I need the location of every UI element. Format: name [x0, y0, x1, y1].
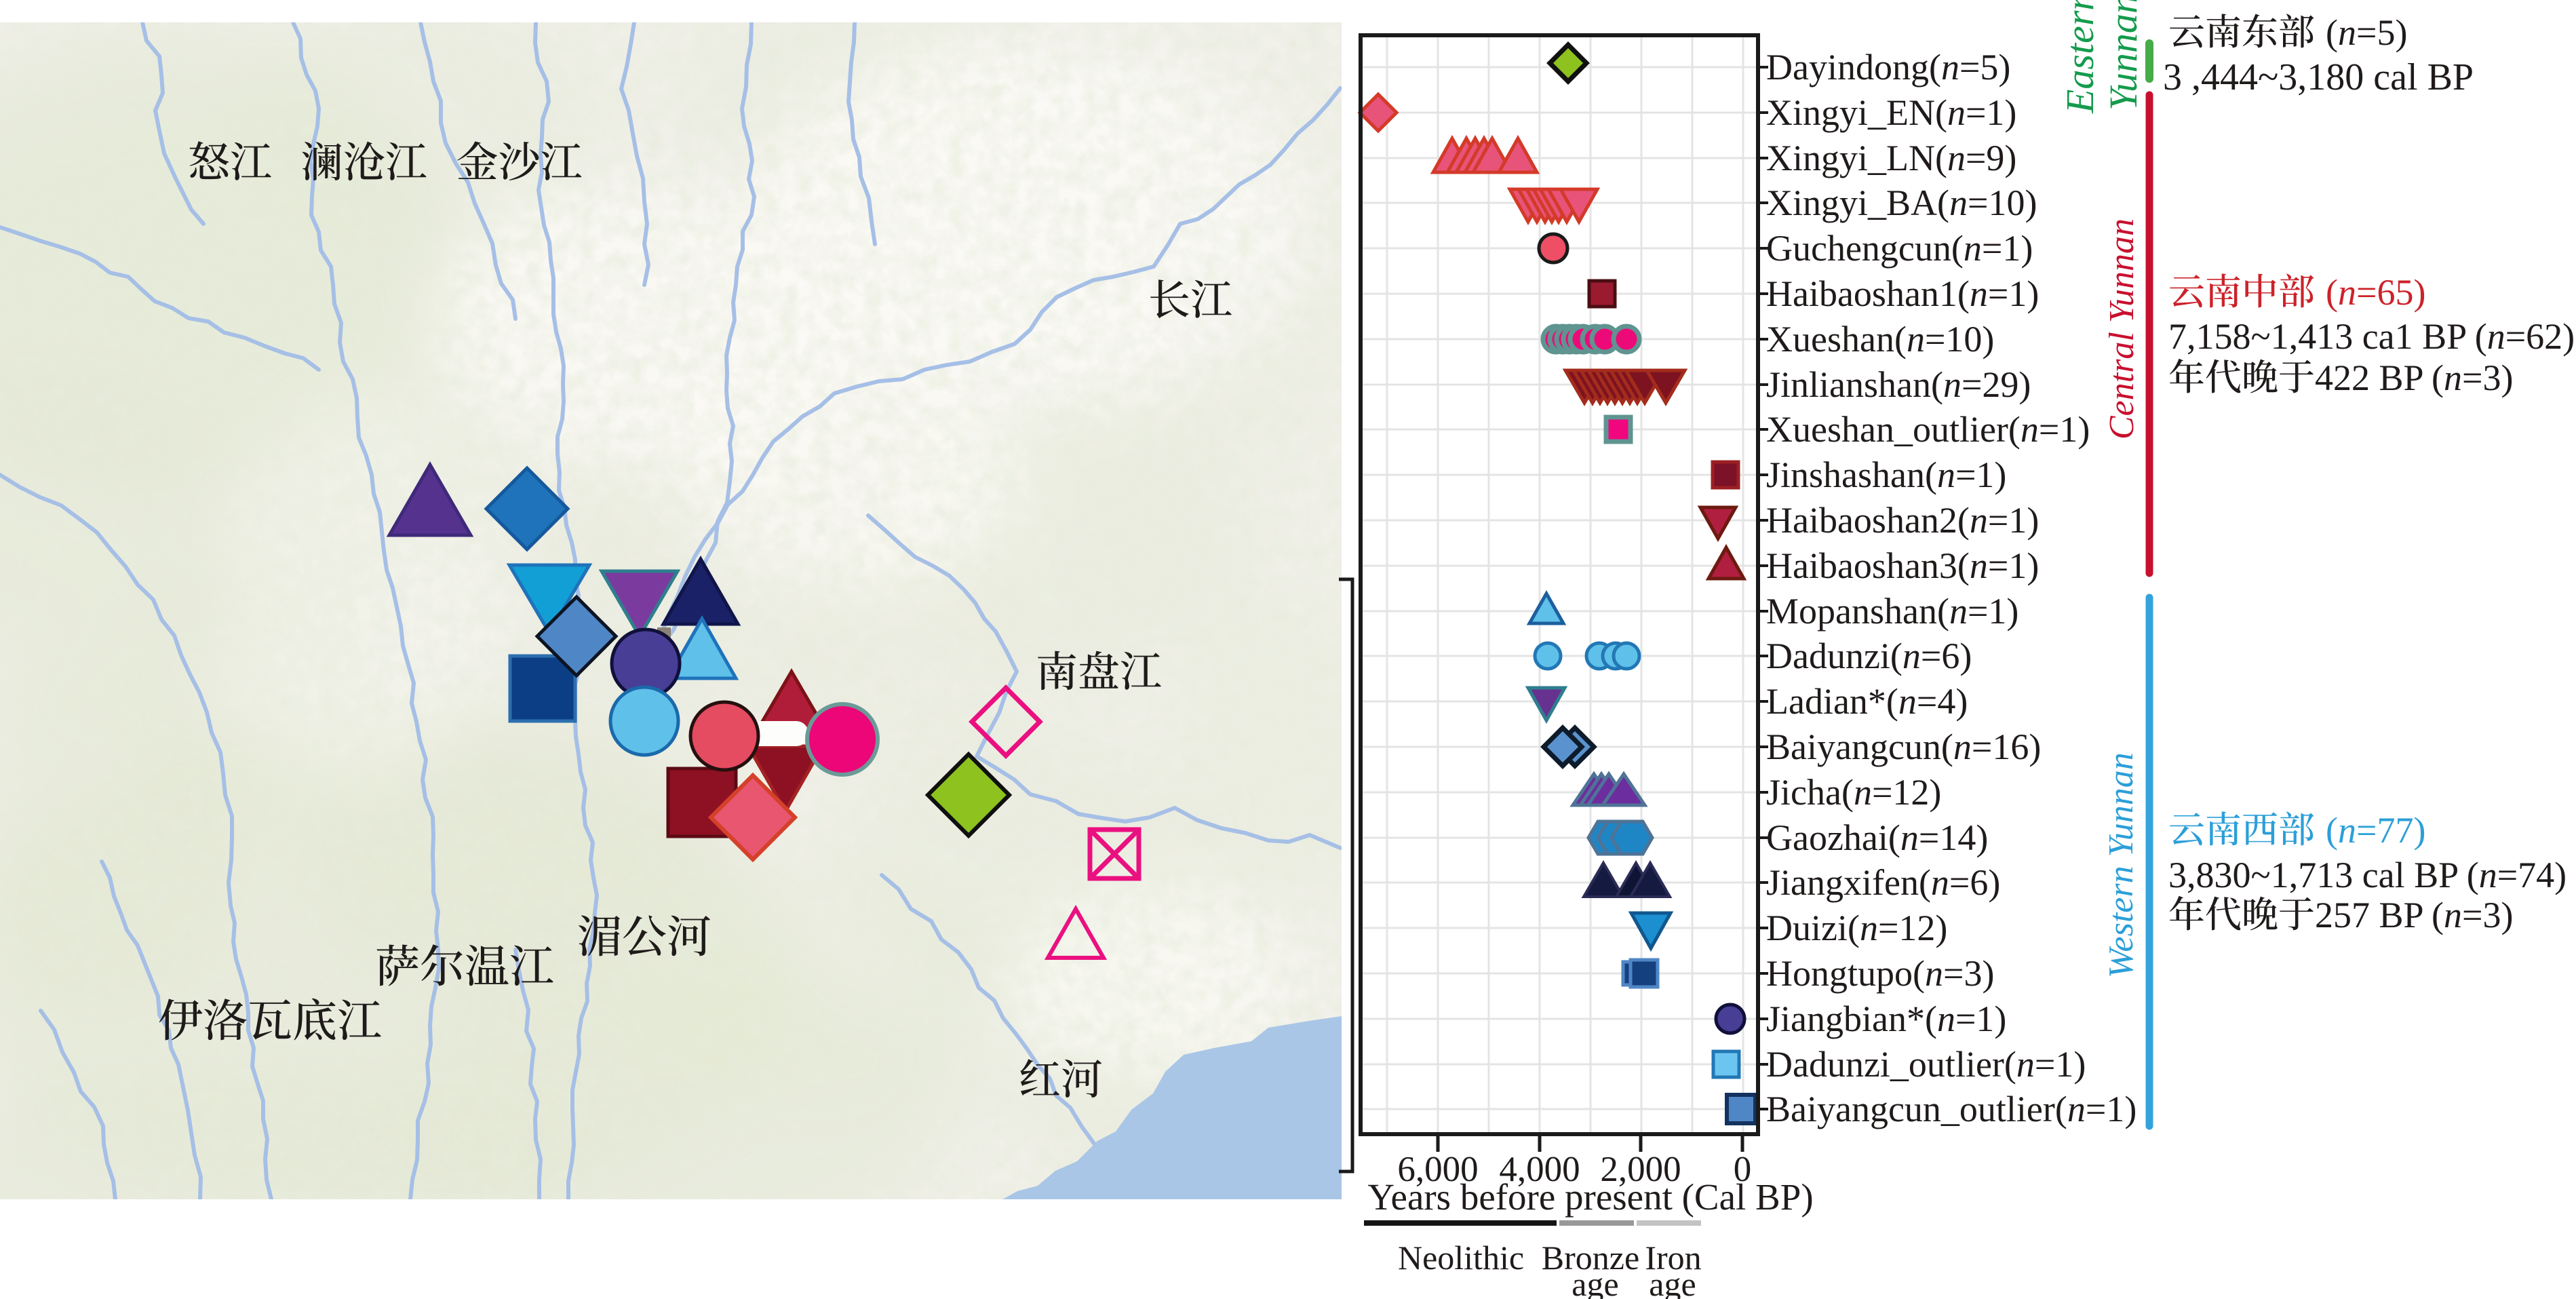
svg-text:Western Yunnan: Western Yunnan	[2102, 752, 2141, 978]
svg-text:Xueshan(n=10): Xueshan(n=10)	[1766, 319, 1994, 360]
svg-text:Haibaoshan3(n=1): Haibaoshan3(n=1)	[1766, 545, 2039, 586]
svg-text:Haibaoshan2(n=1): Haibaoshan2(n=1)	[1766, 500, 2039, 541]
svg-text:Iron: Iron	[1645, 1239, 1701, 1277]
svg-text:Gaozhai(n=14): Gaozhai(n=14)	[1766, 817, 1988, 858]
svg-text:Central Yunnan: Central Yunnan	[2103, 218, 2141, 440]
svg-text:Duizi(n=12): Duizi(n=12)	[1766, 908, 1947, 948]
svg-text:Baiyangcun(n=16): Baiyangcun(n=16)	[1766, 726, 2041, 767]
svg-text:Xingyi_LN(n=9): Xingyi_LN(n=9)	[1766, 138, 2016, 178]
svg-text:Hongtupo(n=3): Hongtupo(n=3)	[1766, 953, 1994, 994]
svg-text:422 BP (n=3): 422 BP (n=3)	[2315, 357, 2513, 398]
svg-text:4,000: 4,000	[1499, 1150, 1580, 1189]
svg-text:Dayindong(n=5): Dayindong(n=5)	[1766, 47, 2010, 88]
svg-text:257 BP (n=3): 257 BP (n=3)	[2315, 895, 2513, 935]
svg-text:3,830~1,713 cal BP (n=74): 3,830~1,713 cal BP (n=74)	[2168, 855, 2567, 895]
svg-text:2,000: 2,000	[1600, 1150, 1681, 1189]
svg-text:(n=5): (n=5)	[2326, 12, 2407, 53]
svg-text:Dadunzi_outlier(n=1): Dadunzi_outlier(n=1)	[1766, 1044, 2086, 1085]
svg-text:Dadunzi(n=6): Dadunzi(n=6)	[1766, 636, 1972, 676]
svg-text:Jiangxifen(n=6): Jiangxifen(n=6)	[1766, 862, 2000, 903]
svg-text:Bronze: Bronze	[1542, 1239, 1639, 1277]
svg-text:(n=65): (n=65)	[2326, 272, 2425, 313]
svg-text:Xingyi_EN(n=1): Xingyi_EN(n=1)	[1766, 92, 2016, 133]
svg-text:Neolithic: Neolithic	[1398, 1239, 1524, 1277]
svg-text:6,000: 6,000	[1397, 1150, 1478, 1189]
svg-text:Xueshan_outlier(n=1): Xueshan_outlier(n=1)	[1766, 409, 2090, 450]
svg-text:Jinshashan(n=1): Jinshashan(n=1)	[1766, 454, 2006, 495]
svg-text:Haibaoshan1(n=1): Haibaoshan1(n=1)	[1766, 273, 2039, 314]
svg-text:Guchengcun(n=1): Guchengcun(n=1)	[1766, 228, 2033, 269]
svg-text:Mopanshan(n=1): Mopanshan(n=1)	[1766, 591, 2018, 632]
svg-text:Eastern: Eastern	[2058, 0, 2102, 114]
svg-text:3 ,444~3,180 cal BP: 3 ,444~3,180 cal BP	[2163, 56, 2474, 98]
svg-text:Jicha(n=12): Jicha(n=12)	[1766, 772, 1941, 813]
svg-text:Yunnan: Yunnan	[2101, 0, 2145, 111]
svg-text:(n=77): (n=77)	[2326, 810, 2425, 851]
svg-text:Jiangbian*(n=1): Jiangbian*(n=1)	[1766, 999, 2006, 1039]
svg-text:age: age	[1572, 1265, 1618, 1299]
svg-text:Xingyi_BA(n=10): Xingyi_BA(n=10)	[1766, 182, 2037, 223]
svg-text:Years before present (Cal BP): Years before present (Cal BP)	[1367, 1176, 1813, 1218]
svg-text:Jinlianshan(n=29): Jinlianshan(n=29)	[1766, 364, 2031, 405]
svg-text:Ladian*(n=4): Ladian*(n=4)	[1766, 681, 1968, 722]
svg-text:Baiyangcun_outlier(n=1): Baiyangcun_outlier(n=1)	[1766, 1089, 2136, 1129]
svg-text:7,158~1,413 ca1 BP (n=62): 7,158~1,413 ca1 BP (n=62)	[2168, 316, 2575, 357]
svg-text:age: age	[1649, 1265, 1696, 1299]
svg-text:0: 0	[1734, 1150, 1752, 1189]
